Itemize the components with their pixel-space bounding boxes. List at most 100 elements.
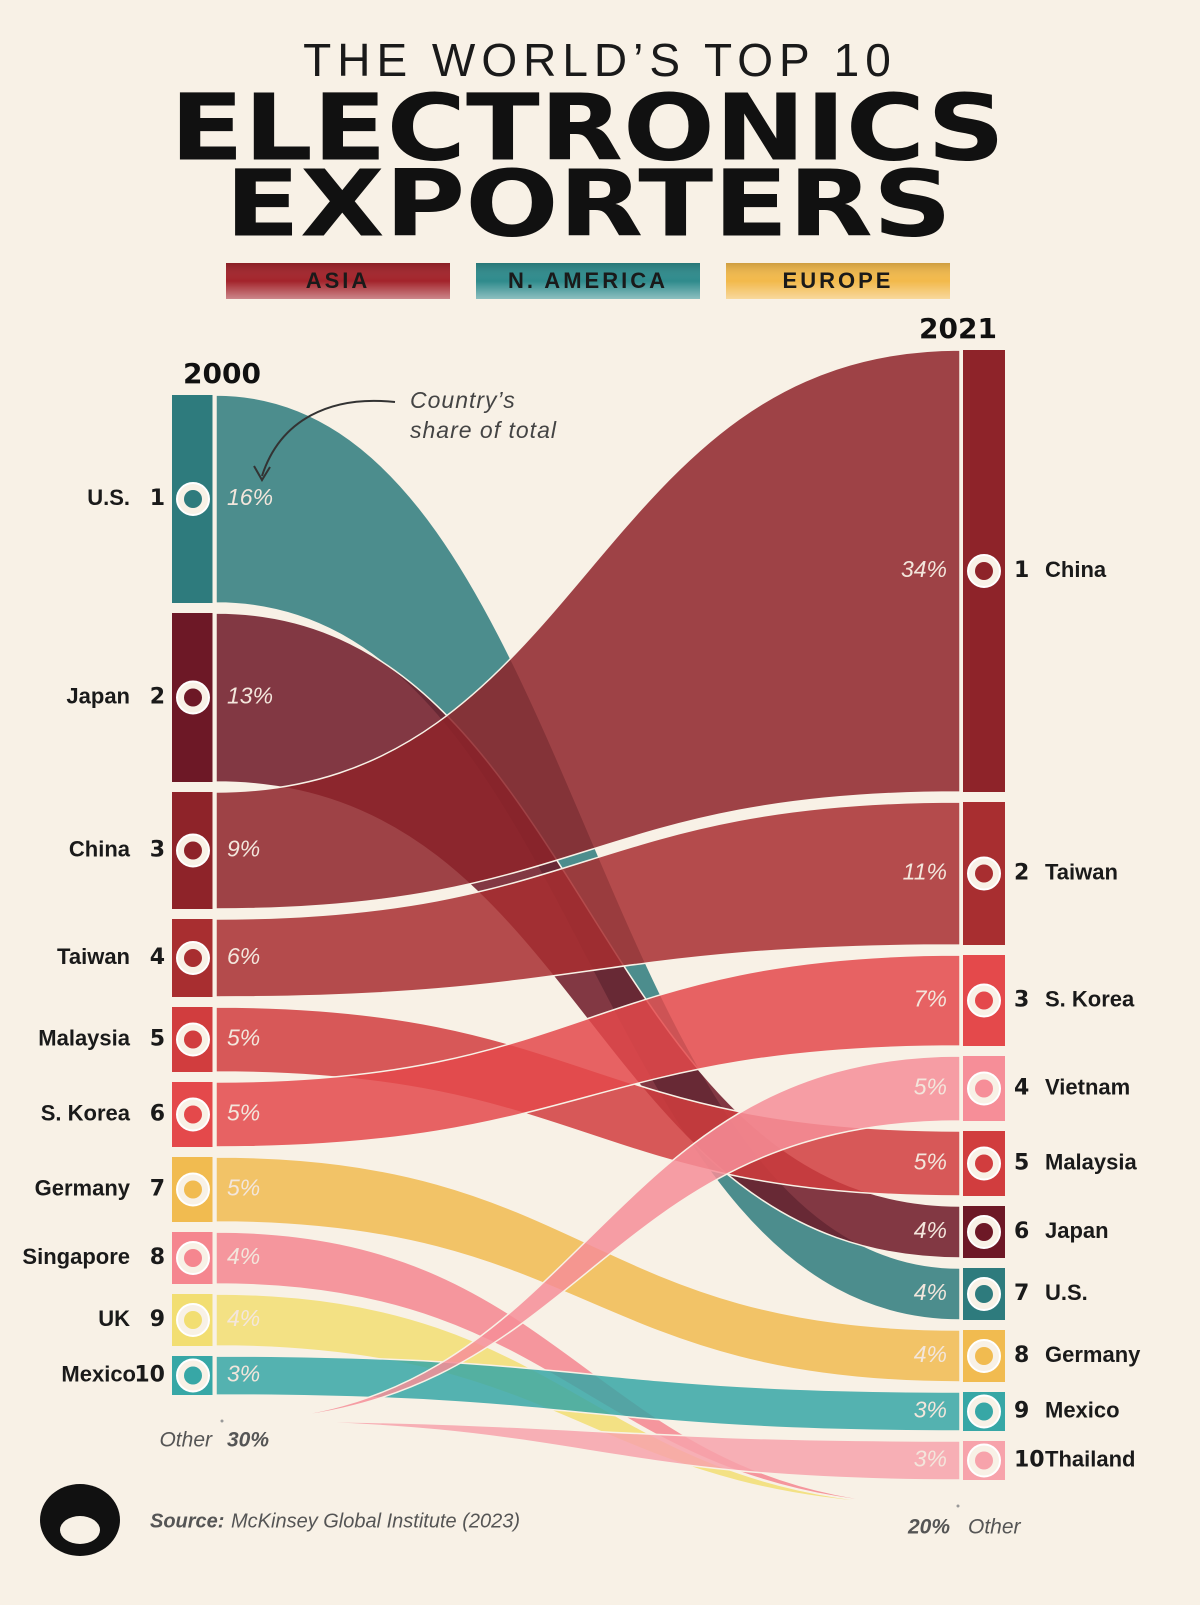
- value-label: 11%: [903, 859, 947, 885]
- country-name: Mexico: [1045, 1397, 1120, 1422]
- country-name: Germany: [35, 1175, 131, 1200]
- other-label: Other: [968, 1516, 1022, 1539]
- flag-dot: [184, 1249, 202, 1267]
- value-label: 7%: [914, 986, 947, 1012]
- year-label: 2021: [919, 312, 997, 345]
- flag-dot: [184, 1180, 202, 1199]
- other-point: [956, 1504, 960, 1508]
- annotation-arrowhead: [253, 465, 271, 482]
- value-label: 4%: [227, 1243, 260, 1269]
- rank: 6: [1014, 1219, 1029, 1244]
- value-label: 5%: [227, 1100, 260, 1126]
- country-name: Taiwan: [1045, 859, 1118, 884]
- flag-dot: [975, 991, 993, 1010]
- flag-dot: [184, 688, 202, 707]
- country-name: UK: [98, 1306, 130, 1331]
- rank: 4: [1014, 1076, 1029, 1101]
- flag-dot: [975, 1402, 993, 1421]
- other-value: 30%: [227, 1429, 269, 1452]
- flag-dot: [975, 562, 993, 580]
- flag-dot: [184, 1366, 202, 1385]
- flag-dot: [184, 1030, 202, 1049]
- flag-dot: [184, 490, 202, 508]
- legend-label: EUROPE: [783, 268, 894, 293]
- country-name: Japan: [66, 683, 130, 708]
- rank: 9: [1014, 1399, 1029, 1424]
- flag-dot: [975, 1223, 993, 1241]
- value-label: 5%: [227, 1025, 260, 1051]
- value-label: 3%: [227, 1361, 260, 1387]
- rank: 4: [150, 945, 165, 970]
- rank: 6: [150, 1102, 165, 1127]
- flag-dot: [184, 1105, 202, 1124]
- pretitle: THE WORLD’S TOP 10: [303, 34, 897, 86]
- year-label: 2000: [183, 357, 261, 390]
- flag-dot: [975, 1347, 993, 1365]
- logo: [40, 1484, 120, 1556]
- title-line: EXPORTERS: [225, 150, 952, 257]
- value-label: 9%: [227, 836, 260, 862]
- legend-label: ASIA: [306, 268, 371, 293]
- value-label: 3%: [914, 1397, 947, 1423]
- value-label: 5%: [914, 1074, 947, 1100]
- flag-dot: [975, 1285, 993, 1303]
- rank: 1: [1014, 558, 1029, 583]
- rank: 7: [1014, 1281, 1029, 1306]
- country-name: China: [69, 836, 131, 861]
- title-line: ELECTRONICS: [170, 74, 1005, 181]
- other-label: Other: [159, 1429, 213, 1452]
- rank: 1: [150, 486, 165, 511]
- value-label: 13%: [227, 683, 273, 709]
- value-label: 6%: [227, 943, 260, 969]
- rank: 8: [150, 1245, 165, 1270]
- country-name: S. Korea: [1045, 986, 1135, 1011]
- country-name: Germany: [1045, 1342, 1141, 1367]
- rank: 10: [134, 1363, 165, 1388]
- country-name: S. Korea: [41, 1100, 131, 1125]
- flag-dot: [184, 841, 202, 860]
- rank: 10: [1014, 1448, 1045, 1473]
- flag-dot: [184, 949, 202, 967]
- annotation-arrow: [261, 399, 396, 477]
- country-name: Malaysia: [1045, 1149, 1137, 1174]
- rank: 7: [150, 1177, 165, 1202]
- flow: [215, 349, 961, 910]
- country-name: China: [1045, 557, 1107, 582]
- rank: 5: [1014, 1151, 1029, 1176]
- country-name: Mexico: [61, 1361, 136, 1386]
- value-label: 3%: [914, 1446, 947, 1472]
- rank: 3: [150, 838, 165, 863]
- annotation: Country’s: [410, 387, 516, 413]
- rank: 9: [150, 1307, 165, 1332]
- rank: 5: [150, 1027, 165, 1052]
- ribbons: [215, 349, 961, 1507]
- flag-dot: [975, 1154, 993, 1173]
- country-name: Japan: [1045, 1218, 1109, 1243]
- value-label: 5%: [227, 1175, 260, 1201]
- value-label: 34%: [901, 556, 947, 582]
- other-point: [220, 1419, 224, 1423]
- country-name: Vietnam: [1045, 1074, 1130, 1099]
- rank: 8: [1014, 1343, 1029, 1368]
- value-label: 16%: [227, 484, 273, 510]
- flag-dot: [975, 1451, 993, 1470]
- value-label: 4%: [914, 1341, 947, 1367]
- source: McKinsey Global Institute (2023): [231, 1510, 520, 1532]
- country-name: Thailand: [1045, 1446, 1135, 1471]
- flag-dot: [184, 1311, 202, 1329]
- country-name: U.S.: [1045, 1280, 1088, 1305]
- other-value: 20%: [907, 1516, 950, 1539]
- value-label: 5%: [914, 1149, 947, 1175]
- rank: 2: [1014, 861, 1029, 886]
- rank: 3: [1014, 988, 1029, 1013]
- flag-dot: [975, 1079, 993, 1098]
- legend-shine: [726, 263, 950, 299]
- country-name: Taiwan: [57, 944, 130, 969]
- country-name: Singapore: [22, 1244, 130, 1269]
- rank: 2: [150, 685, 165, 710]
- source-label: Source:: [150, 1510, 224, 1532]
- annotation: share of total: [410, 417, 557, 443]
- value-label: 4%: [914, 1217, 947, 1243]
